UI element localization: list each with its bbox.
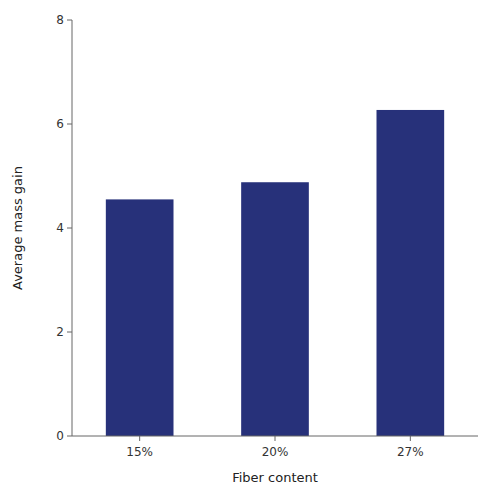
x-axis-label: Fiber content <box>232 470 318 485</box>
y-axis-label: Average mass gain <box>10 166 25 290</box>
x-axis-line <box>72 436 478 437</box>
x-tick-label: 15% <box>126 445 153 459</box>
y-tick <box>67 436 72 437</box>
y-tick <box>67 20 72 21</box>
x-tick-label: 27% <box>397 445 424 459</box>
y-tick-label: 8 <box>56 13 64 27</box>
bar <box>377 110 445 436</box>
y-tick-label: 2 <box>56 325 64 339</box>
y-tick <box>67 124 72 125</box>
chart-container: 0 2 4 6 8 15% 20% 27% Fiber content Average mass … <box>0 0 498 500</box>
chart: 0 2 4 6 8 15% 20% 27% Fiber content Average mass … <box>0 0 498 500</box>
bar <box>241 182 309 436</box>
y-tick-label: 0 <box>56 429 64 443</box>
x-tick-label: 20% <box>262 445 289 459</box>
x-tick <box>139 436 140 441</box>
x-tick <box>410 436 411 441</box>
y-tick <box>67 228 72 229</box>
y-tick-label: 4 <box>56 221 64 235</box>
y-tick <box>67 332 72 333</box>
bar <box>106 199 174 436</box>
bars <box>106 110 444 436</box>
x-tick <box>275 436 276 441</box>
y-tick-label: 6 <box>56 117 64 131</box>
y-axis-line <box>72 20 73 436</box>
